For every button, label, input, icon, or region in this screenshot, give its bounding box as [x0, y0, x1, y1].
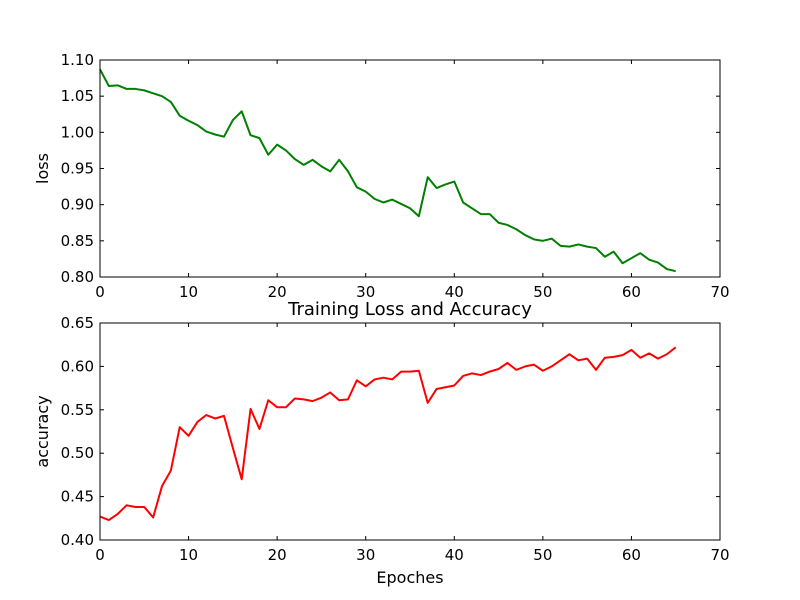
accuracy-y-tick-label: 0.50 [61, 444, 94, 462]
loss-x-tick-label: 40 [445, 283, 464, 301]
accuracy-y-tick-label: 0.60 [61, 357, 94, 375]
accuracy-chart-title: Training Loss and Accuracy [287, 299, 532, 320]
loss-series-line [99, 68, 676, 273]
accuracy-x-tick-label: 70 [710, 546, 729, 564]
loss-chart-panel: 0 10 20 30 40 50 60 70 0.80 0.85 0.90 0.95 1.00 1.05 1… [33, 51, 730, 301]
loss-y-tick-label: 0.95 [61, 160, 94, 178]
loss-x-tick-label: 50 [533, 283, 552, 301]
accuracy-y-tick-label: 0.45 [61, 488, 94, 506]
loss-x-tick-label: 60 [622, 283, 641, 301]
loss-x-tick-label: 20 [268, 283, 287, 301]
loss-y-axis-label: loss [33, 153, 52, 184]
loss-y-tick-label: 0.80 [61, 268, 94, 286]
accuracy-y-tick-label: 0.55 [61, 401, 94, 419]
loss-x-tick-label: 10 [179, 283, 198, 301]
accuracy-axes-frame [99, 322, 721, 541]
accuracy-x-tick-label: 60 [622, 546, 641, 564]
accuracy-y-tick-label: 0.40 [61, 531, 94, 549]
accuracy-x-tick-label: 40 [445, 546, 464, 564]
loss-x-tick-label: 70 [710, 283, 729, 301]
accuracy-y-tick-label: 0.65 [61, 314, 94, 332]
loss-y-tick-label: 1.10 [61, 51, 94, 69]
accuracy-x-axis-label: Epoches [376, 568, 443, 587]
accuracy-chart-panel: 0 10 20 30 40 50 60 70 0.40 0.45 0.50 0.55 0.60 0.65 a… [33, 299, 730, 587]
loss-y-tick-label: 0.85 [61, 232, 94, 250]
accuracy-y-axis-label: accuracy [33, 395, 52, 467]
loss-x-tick-label: 30 [356, 283, 375, 301]
accuracy-x-tick-label: 20 [268, 546, 287, 564]
loss-y-tick-label: 0.90 [61, 196, 94, 214]
accuracy-x-tick-label: 30 [356, 546, 375, 564]
loss-y-tick-label: 1.00 [61, 123, 94, 141]
loss-y-tick-label: 1.05 [61, 87, 94, 105]
loss-x-tick-label: 0 [95, 283, 105, 301]
accuracy-x-tick-label: 0 [95, 546, 105, 564]
accuracy-x-tick-label: 10 [179, 546, 198, 564]
accuracy-x-tick-label: 50 [533, 546, 552, 564]
accuracy-series-line [99, 346, 677, 522]
